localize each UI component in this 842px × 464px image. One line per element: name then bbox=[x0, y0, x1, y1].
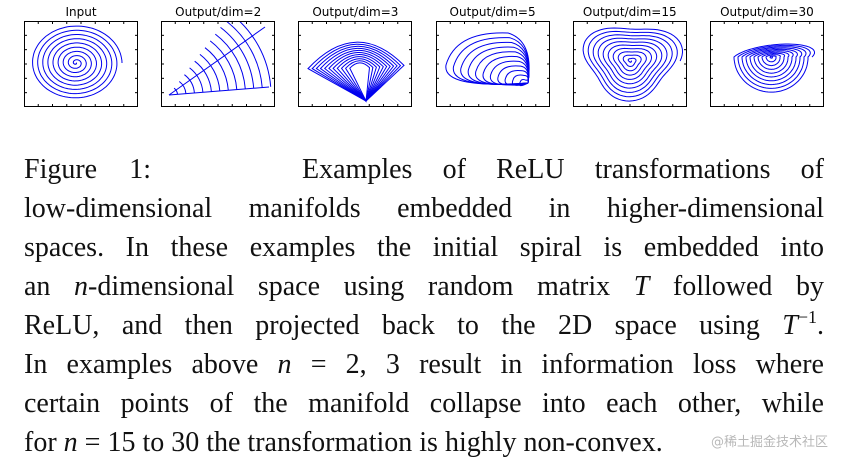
caption-text-6a: In examples above bbox=[24, 349, 278, 380]
caption-line-8: for n = 15 to 30 the transformation is h… bbox=[24, 423, 824, 462]
axis-ticks bbox=[161, 21, 276, 107]
axis-ticks bbox=[572, 21, 687, 107]
figure-panel: Output/dim=3 bbox=[298, 4, 413, 116]
caption-line-1: Figure 1: Examples of ReLU transformatio… bbox=[24, 150, 824, 189]
manifold-curve bbox=[168, 22, 272, 96]
panel-title: Input bbox=[65, 5, 97, 19]
manifold-curve bbox=[445, 32, 530, 87]
axis-ticks bbox=[435, 21, 550, 107]
caption-text-5c: . bbox=[817, 310, 824, 341]
math-T: T bbox=[633, 271, 650, 302]
manifold-curve bbox=[32, 25, 123, 99]
caption-text-6b: = 2, 3 result in information loss where bbox=[291, 349, 824, 380]
figure-panel: Output/dim=30 bbox=[709, 4, 824, 116]
math-n: n bbox=[74, 271, 89, 302]
caption-text-8a: for bbox=[24, 427, 64, 458]
math-T-inverse: T bbox=[782, 310, 798, 341]
panel-title: Output/dim=5 bbox=[449, 5, 536, 19]
figure-panels: Input Output/dim=2 Output/dim=3 Output/dim=… bbox=[24, 4, 824, 116]
caption-text-8b: = 15 to 30 the transformation is highly … bbox=[77, 427, 663, 458]
caption-text-4c: followed by bbox=[649, 271, 825, 302]
caption-line-3: spaces. In these examples the initial sp… bbox=[24, 232, 824, 263]
panel-title: Output/dim=2 bbox=[175, 5, 262, 19]
caption-line-6: In examples above n = 2, 3 result in inf… bbox=[24, 345, 824, 384]
figure-panel: Output/dim=5 bbox=[435, 4, 550, 116]
caption-text-5a: ReLU, and then projected back to the 2D … bbox=[24, 310, 783, 341]
math-n: n bbox=[277, 349, 292, 380]
watermark: @稀土掘金技术社区 bbox=[710, 435, 828, 450]
caption-line-7: certain points of the manifold collapse … bbox=[24, 388, 824, 419]
caption-line-4: an n-dimensional space using random matr… bbox=[24, 267, 824, 306]
figure-panel: Output/dim=2 bbox=[161, 4, 276, 116]
axis-ticks bbox=[709, 21, 824, 107]
math-n: n bbox=[63, 427, 78, 458]
manifold-curve bbox=[733, 43, 815, 93]
panel-plot bbox=[161, 21, 276, 107]
caption-line-5: ReLU, and then projected back to the 2D … bbox=[24, 306, 824, 345]
panel-title: Output/dim=30 bbox=[720, 5, 814, 19]
panel-title: Output/dim=15 bbox=[582, 5, 677, 19]
panel-frame bbox=[435, 21, 550, 107]
panel-title: Output/dim=3 bbox=[312, 5, 399, 19]
panel-plot bbox=[24, 21, 138, 107]
figure-panel: Input bbox=[24, 4, 138, 116]
figure-caption: Figure 1: Examples of ReLU transformatio… bbox=[24, 150, 824, 462]
caption-text-1: Examples of ReLU transformations of bbox=[302, 154, 824, 185]
caption-line-2: low-dimensional manifolds embedded in hi… bbox=[24, 193, 824, 224]
math-superscript: −1 bbox=[797, 307, 817, 327]
manifold-curve bbox=[307, 41, 406, 103]
panel-plot bbox=[298, 21, 413, 107]
panel-plot bbox=[572, 21, 687, 107]
panel-plot bbox=[435, 21, 550, 107]
caption-text-4b: -dimensional space using random matrix bbox=[88, 271, 634, 302]
figure-panel: Output/dim=15 bbox=[572, 4, 687, 116]
panel-plot bbox=[709, 21, 824, 107]
manifold-curve bbox=[582, 27, 683, 102]
caption-text-4a: an bbox=[24, 271, 75, 302]
figure-label: Figure 1: bbox=[24, 154, 152, 185]
axis-ticks bbox=[24, 21, 138, 107]
axis-ticks bbox=[298, 21, 413, 107]
